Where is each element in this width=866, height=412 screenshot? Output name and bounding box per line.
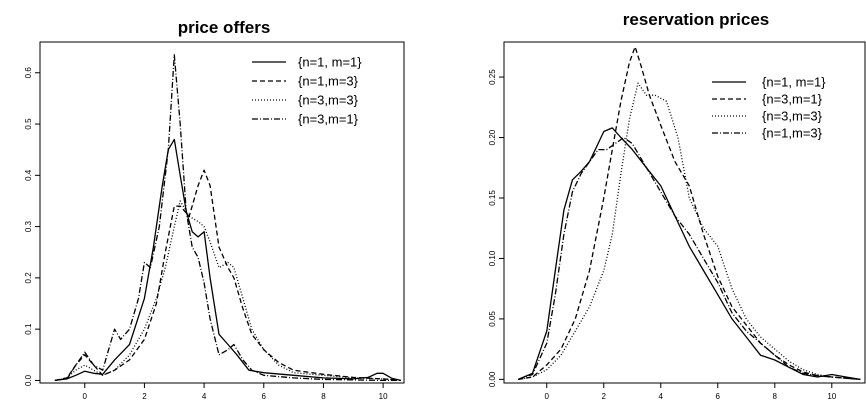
y-tick-label: 0.10 — [488, 250, 497, 266]
series-line-3 — [518, 82, 861, 381]
legend: {n=1, m=1} {n=1,m=3} {n=3,m=3} {n=3,m=1} — [252, 55, 362, 127]
x-tick-label: 2 — [142, 392, 147, 401]
series-line-4 — [54, 54, 401, 382]
y-tick-label: 0.25 — [488, 69, 497, 85]
legend-entry: {n=3,m=3} — [762, 109, 823, 124]
y-tick-label: 0.20 — [488, 129, 497, 145]
legend-entry: {n=3,m=3} — [298, 93, 359, 108]
y-tick-label: 0.15 — [488, 190, 497, 206]
x-tick-label: 0 — [545, 392, 550, 401]
legend: {n=1, m=1} {n=3,m=1} {n=3,m=3} {n=1,m=3} — [712, 75, 826, 141]
y-tick-label: 0.3 — [24, 220, 33, 232]
x-tick-label: 6 — [262, 392, 267, 401]
legend-entry: {n=1,m=3} — [298, 74, 359, 89]
legend-entry: {n=1,m=3} — [762, 126, 823, 141]
series-line-2 — [54, 169, 402, 382]
series-line-3 — [54, 200, 402, 382]
x-tick-label: 8 — [773, 392, 778, 401]
y-tick-label: 0.5 — [24, 118, 33, 130]
series-line-1 — [54, 138, 402, 382]
legend-entry: {n=1, m=1} — [762, 75, 826, 90]
y-tick-label: 0.05 — [488, 311, 497, 327]
legend-entry: {n=1, m=1} — [298, 55, 362, 70]
x-tick-label: 6 — [716, 392, 721, 401]
x-tick-label: 4 — [659, 392, 664, 401]
x-tick-label: 2 — [602, 392, 607, 401]
y-tick-label: 0.00 — [488, 371, 497, 387]
x-tick-label: 0 — [83, 392, 88, 401]
legend-entry: {n=3,m=1} — [762, 92, 823, 107]
x-tick-label: 10 — [379, 392, 388, 401]
y-tick-label: 0.4 — [24, 169, 33, 181]
legend-entry: {n=3,m=1} — [298, 112, 359, 127]
series-line-2 — [518, 46, 861, 381]
chart-panel-2: reservation prices 0 2 4 6 8 10 0.00 0.05 0.10 0.1… — [488, 10, 866, 401]
chart-title: price offers — [178, 18, 271, 37]
chart-title: reservation prices — [623, 10, 769, 29]
y-tick-label: 0.6 — [24, 67, 33, 79]
y-tick-label: 0.2 — [24, 272, 33, 284]
x-tick-label: 10 — [827, 392, 836, 401]
y-tick-label: 0.0 — [24, 374, 33, 386]
plot-frame — [39, 41, 405, 384]
chart-panel-1: price offers 0 2 4 6 8 10 0.0 0.1 0.2 0.3 0.4 0.5 0.6… — [24, 18, 405, 401]
x-tick-label: 4 — [202, 392, 207, 401]
series-line-4 — [518, 136, 861, 381]
x-tick-label: 8 — [321, 392, 326, 401]
y-tick-label: 0.1 — [24, 323, 33, 335]
plot-frame — [503, 41, 866, 384]
